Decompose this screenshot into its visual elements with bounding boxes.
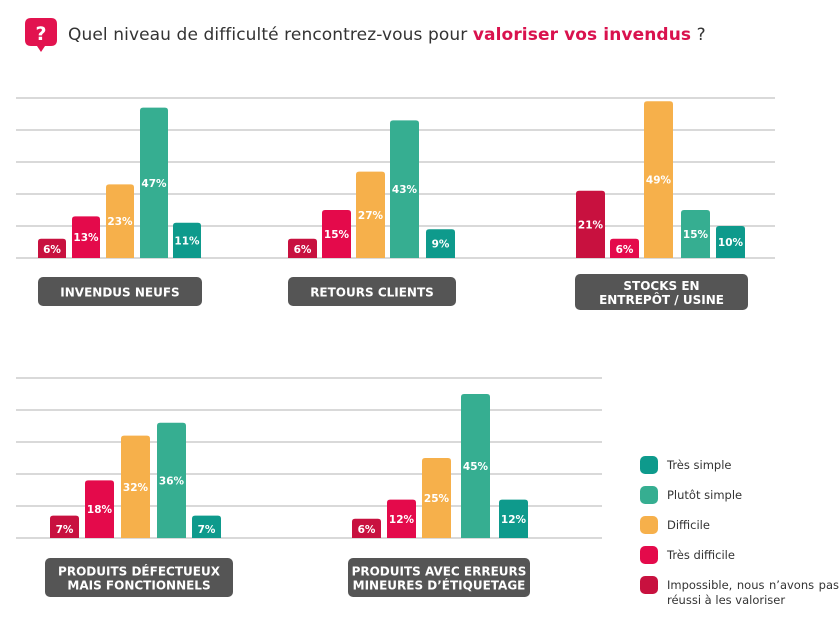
bar-difficile [644, 101, 673, 258]
bar-difficile [422, 458, 451, 538]
bar-tres-difficile [322, 210, 351, 258]
title-suffix: ? [691, 25, 706, 45]
legend-swatch [640, 486, 658, 504]
bar-impossible [352, 518, 381, 538]
category-label: PRODUITS DÉFECTUEUX [58, 564, 221, 579]
legend-item-tres-simple: Très simple [640, 456, 839, 474]
bar-value-label: 25% [424, 493, 450, 505]
bar-tres-simple [173, 222, 201, 258]
bar-difficile [356, 171, 385, 258]
chart-title: Quel niveau de difficulté rencontrez-vou… [68, 25, 706, 45]
bar-value-label: 7% [198, 524, 216, 536]
legend-item-tres-difficile: Très difficile [640, 546, 839, 564]
bar-tres-difficile [72, 216, 100, 258]
bar-value-label: 6% [616, 244, 634, 256]
category-label: MINEURES D’ÉTIQUETAGE [353, 578, 526, 593]
bar-value-label: 10% [718, 237, 744, 249]
bar-value-label: 15% [683, 229, 709, 241]
bar-value-label: 11% [174, 235, 200, 247]
title-highlight: valoriser vos invendus [472, 25, 692, 45]
category-label-box [348, 558, 530, 597]
bar-value-label: 23% [107, 216, 133, 228]
legend-label: Très difficile [667, 548, 735, 562]
bar-difficile [121, 435, 150, 538]
legend-item-plutot-simple: Plutôt simple [640, 486, 839, 504]
legend-label: Impossible, nous n’avons pas réussi à le… [667, 578, 839, 607]
bar-impossible [576, 190, 605, 258]
bar-tres-difficile [85, 480, 114, 538]
bar-impossible [50, 515, 79, 538]
bar-value-label: 9% [432, 239, 450, 251]
bar-tres-difficile [610, 238, 639, 258]
bar-value-label: 36% [159, 475, 185, 487]
bar-value-label: 27% [358, 210, 384, 222]
legend-label: Difficile [667, 518, 710, 532]
category-label-box [38, 277, 202, 306]
bar-value-label: 15% [324, 229, 350, 241]
bar-value-label: 13% [73, 232, 99, 244]
bar-impossible [38, 238, 66, 258]
title-prefix: Quel niveau de difficulté rencontrez-vou… [68, 25, 473, 45]
legend-item-difficile: Difficile [640, 516, 839, 534]
bar-plutot-simple [140, 107, 168, 258]
bar-value-label: 6% [358, 524, 376, 536]
category-label: INVENDUS NEUFS [60, 286, 179, 300]
legend-swatch [640, 516, 658, 534]
category-label: MAIS FONCTIONNELS [67, 579, 210, 593]
category-label-box [288, 277, 456, 306]
bar-tres-simple [192, 515, 221, 538]
category-label: ENTREPÔT / USINE [599, 292, 724, 307]
bar-value-label: 47% [141, 178, 167, 190]
bar-value-label: 12% [501, 514, 527, 526]
bar-tres-difficile [387, 499, 416, 538]
category-label-box [45, 558, 233, 597]
legend-label: Très simple [667, 458, 732, 472]
bar-value-label: 45% [463, 461, 489, 473]
bar-value-label: 21% [578, 219, 604, 231]
bar-plutot-simple [157, 422, 186, 538]
bar-tres-simple [716, 226, 745, 258]
bar-impossible [288, 238, 317, 258]
bar-value-label: 7% [56, 524, 74, 536]
bar-value-label: 6% [294, 244, 312, 256]
legend-label: Plutôt simple [667, 488, 743, 502]
bar-plutot-simple [461, 394, 490, 538]
category-label: STOCKS EN [623, 279, 699, 293]
svg-text:?: ? [35, 23, 46, 45]
legend-swatch [640, 456, 658, 474]
bar-tres-simple [426, 229, 455, 258]
category-label: PRODUITS AVEC ERREURS [352, 565, 527, 579]
category-label-box [575, 274, 748, 310]
bar-value-label: 6% [43, 244, 61, 256]
legend-swatch [640, 546, 658, 564]
chart-header: ? Quel niveau de difficulté rencontrez-v… [24, 17, 706, 53]
bar-value-label: 32% [123, 482, 149, 494]
bar-difficile [106, 184, 134, 258]
category-label: RETOURS CLIENTS [310, 286, 434, 300]
bar-plutot-simple [390, 120, 419, 259]
question-bubble-icon: ? [24, 17, 58, 53]
chart-legend: Très simple Plutôt simple Difficile Très di… [640, 456, 839, 620]
bar-tres-simple [499, 499, 528, 538]
legend-item-impossible: Impossible, nous n’avons pas réussi à le… [640, 576, 839, 608]
bar-value-label: 49% [646, 175, 672, 187]
bar-value-label: 12% [389, 514, 415, 526]
bar-plutot-simple [681, 210, 710, 258]
bar-value-label: 43% [392, 184, 418, 196]
bar-value-label: 18% [87, 504, 113, 516]
legend-swatch [640, 576, 658, 594]
